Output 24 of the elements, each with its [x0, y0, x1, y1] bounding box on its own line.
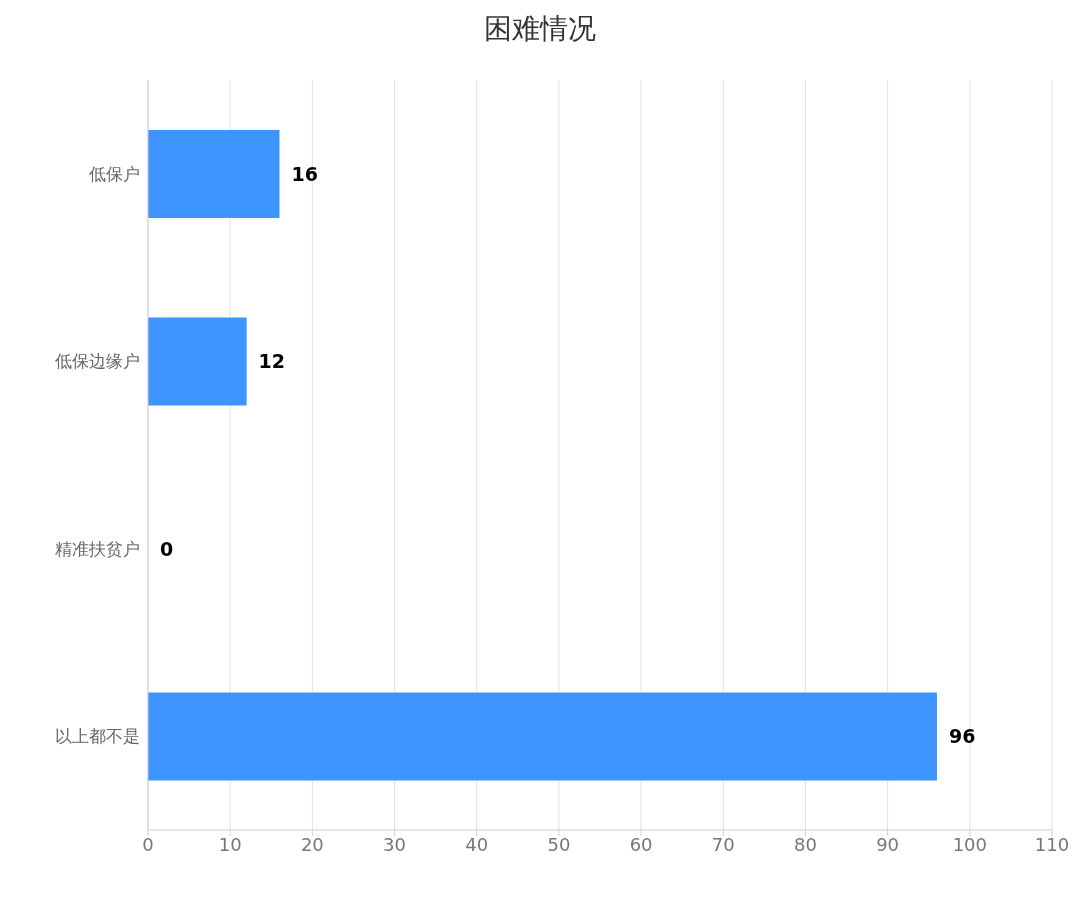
chart-title: 困难情况 [483, 11, 597, 47]
x-tick-label: 10 [218, 833, 242, 855]
bar [148, 692, 937, 781]
x-tick-label: 50 [547, 833, 571, 855]
data-label: 12 [258, 350, 286, 373]
x-tick-label: 70 [711, 833, 735, 855]
y-tick-label: 精准扶贫户 [55, 538, 140, 559]
y-tick-label: 低保边缘户 [55, 351, 140, 372]
x-tick-label: 60 [629, 833, 653, 855]
bar [148, 130, 280, 218]
data-label: 0 [160, 537, 174, 560]
x-tick-label: 80 [794, 833, 817, 855]
x-tick-label: 30 [383, 833, 406, 855]
x-tick-label: 40 [465, 833, 489, 855]
x-tick-label: 100 [952, 833, 987, 855]
data-label: 96 [948, 725, 976, 748]
x-tick-label: 90 [876, 833, 900, 855]
x-tick-label: 110 [1034, 833, 1070, 855]
x-tick-label: 0 [142, 833, 154, 855]
bar [148, 317, 247, 406]
data-label: 16 [291, 162, 318, 185]
x-tick-label: 20 [300, 833, 324, 855]
y-tick-label: 以上都不是 [55, 726, 140, 747]
y-tick-label: 低保户 [89, 163, 140, 184]
